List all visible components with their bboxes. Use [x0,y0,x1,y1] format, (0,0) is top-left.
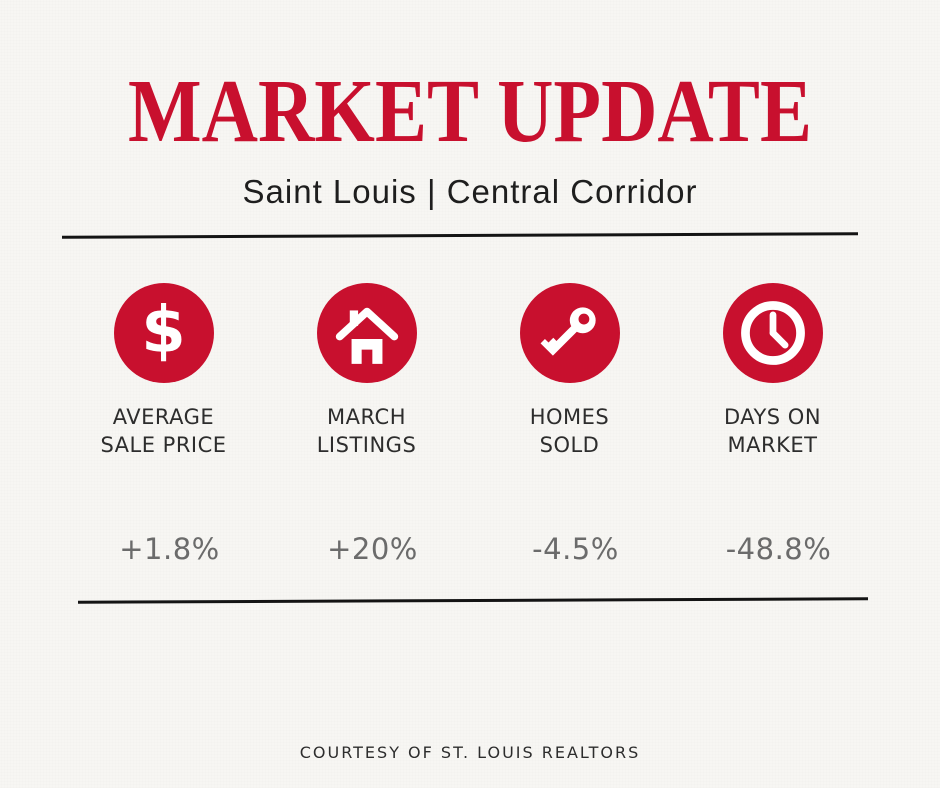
clock-icon [740,301,805,365]
page-subtitle: Saint Louis | Central Corridor [242,173,698,210]
stat-homes-sold: HOMES SOLD -4.5% [468,283,671,564]
house-icon [335,307,398,364]
stat-label-line: MARKET [727,433,818,457]
footer-credit: COURTESY OF ST. LOUIS REALTORS [299,743,641,762]
stat-label-line: SOLD [539,433,600,457]
stat-label: HOMES SOLD [530,403,610,459]
stat-label: MARCH LISTINGS [317,403,417,459]
stat-value: -4.5% [532,532,619,566]
stat-average-sale-price: $ AVERAGE SALE PRICE +1.8% [62,283,265,564]
dollar-icon: $ [141,294,186,368]
stat-label-line: LISTINGS [316,433,417,457]
stat-label-line: SALE PRICE [100,433,227,457]
key-icon [540,307,596,356]
stat-value: -48.8% [725,532,832,566]
stat-value: +20% [327,532,418,566]
stat-label-line: HOMES [529,405,610,429]
stats-grid: $ AVERAGE SALE PRICE +1.8% MARCH LISTING… [62,283,874,564]
key-icon-circle [519,283,620,383]
stat-value: +1.8% [119,532,220,566]
clock-icon-circle [722,283,823,383]
page-title: MARKET UPDATE [128,60,812,161]
top-divider [61,232,859,239]
bottom-divider [77,597,869,604]
house-icon-circle [316,283,417,383]
stat-days-on-market: DAYS ON MARKET -48.8% [671,283,874,564]
stat-label-line: AVERAGE [112,405,215,429]
stat-label-line: MARCH [327,405,406,429]
stat-label-line: DAYS ON [723,405,822,429]
stat-label: DAYS ON MARKET [724,403,821,459]
stat-label: AVERAGE SALE PRICE [100,403,226,459]
stat-march-listings: MARCH LISTINGS +20% [265,283,468,564]
dollar-icon-circle: $ [113,283,214,383]
